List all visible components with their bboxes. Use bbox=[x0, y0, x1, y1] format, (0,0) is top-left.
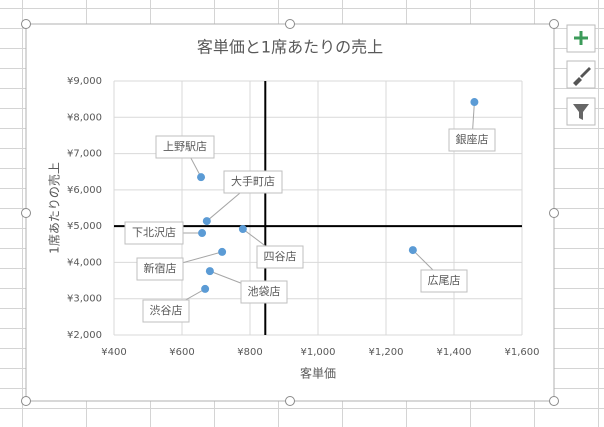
resize-handle[interactable] bbox=[285, 19, 295, 29]
data-label: 大手町店 bbox=[231, 174, 275, 188]
y-axis-label: 1席あたりの売上 bbox=[47, 162, 62, 254]
point bbox=[408, 246, 417, 255]
point bbox=[198, 229, 207, 238]
resize-handle[interactable] bbox=[549, 19, 559, 29]
x-tick-label: ¥400 bbox=[101, 347, 126, 358]
point bbox=[197, 173, 206, 182]
label-box bbox=[448, 128, 496, 152]
y-tick-label: ¥7,000 bbox=[67, 149, 102, 160]
data-label: 渋谷店 bbox=[150, 303, 183, 317]
x-tick-label: ¥1,400 bbox=[437, 347, 472, 358]
point bbox=[218, 247, 227, 256]
data-label: 池袋店 bbox=[248, 284, 281, 298]
point bbox=[201, 284, 210, 293]
x-tick-label: ¥800 bbox=[237, 347, 262, 358]
label-box bbox=[136, 257, 184, 281]
label-box bbox=[223, 170, 283, 194]
resize-handle[interactable] bbox=[21, 19, 31, 29]
data-label: 四谷店 bbox=[264, 249, 297, 263]
y-tick-label: ¥8,000 bbox=[67, 112, 102, 123]
y-tick-label: ¥2,000 bbox=[67, 330, 102, 341]
resize-handle[interactable] bbox=[285, 396, 295, 406]
data-label: 上野駅店 bbox=[163, 139, 207, 153]
resize-handle[interactable] bbox=[21, 208, 31, 218]
x-tick-label: ¥1,200 bbox=[369, 347, 404, 358]
resize-handle[interactable] bbox=[549, 396, 559, 406]
y-tick-label: ¥3,000 bbox=[67, 294, 102, 305]
label-box bbox=[142, 299, 190, 323]
chart-buttons bbox=[566, 24, 596, 126]
chart-title: 客単価と1席あたりの売上 bbox=[197, 38, 383, 57]
style-button[interactable] bbox=[566, 60, 596, 89]
x-tick-label: ¥1,600 bbox=[505, 347, 540, 358]
label-box bbox=[420, 269, 468, 293]
label-box bbox=[124, 221, 184, 245]
y-tick-label: ¥5,000 bbox=[67, 221, 102, 232]
brush-icon bbox=[573, 67, 591, 86]
x-tick-label: ¥1,000 bbox=[301, 347, 336, 358]
x-axis-label: 客単価 bbox=[300, 366, 336, 381]
point bbox=[202, 217, 211, 226]
x-tick-label: ¥600 bbox=[169, 347, 194, 358]
point bbox=[238, 225, 247, 234]
data-label: 下北沢店 bbox=[132, 225, 176, 239]
data-label: 広尾店 bbox=[428, 273, 461, 287]
label-box bbox=[240, 280, 288, 304]
point bbox=[205, 267, 214, 276]
plus-icon bbox=[574, 31, 588, 45]
data-label: 新宿店 bbox=[144, 261, 177, 275]
y-tick-label: ¥4,000 bbox=[67, 257, 102, 268]
label-box bbox=[256, 245, 304, 269]
resize-handle[interactable] bbox=[21, 396, 31, 406]
data-label: 銀座店 bbox=[456, 132, 489, 146]
y-tick-label: ¥6,000 bbox=[67, 185, 102, 196]
resize-handle[interactable] bbox=[549, 208, 559, 218]
label-box bbox=[155, 135, 215, 159]
point bbox=[470, 98, 479, 107]
y-tick-label: ¥9,000 bbox=[67, 76, 102, 87]
filter-icon bbox=[573, 104, 589, 120]
